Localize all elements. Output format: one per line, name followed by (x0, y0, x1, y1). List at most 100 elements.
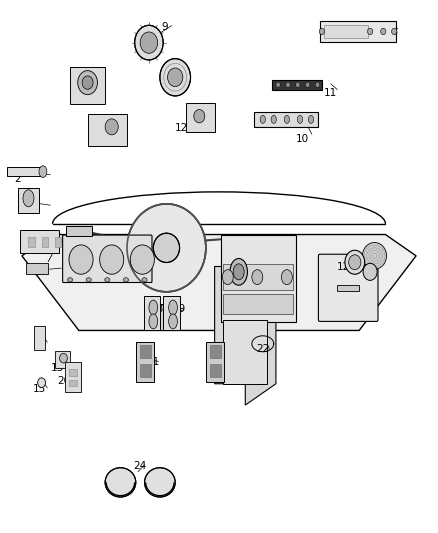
Text: 19: 19 (173, 304, 186, 314)
Ellipse shape (260, 116, 265, 124)
Ellipse shape (223, 270, 233, 285)
Bar (7, 167, 44, 176)
Text: 5: 5 (78, 91, 85, 101)
Bar (320, 21, 396, 42)
Text: 11: 11 (324, 88, 337, 98)
Polygon shape (22, 235, 416, 330)
Text: 14: 14 (33, 339, 46, 349)
Bar (55, 351, 70, 368)
Text: 18: 18 (151, 304, 164, 314)
Ellipse shape (315, 82, 320, 87)
Bar (26, 263, 48, 274)
Bar (221, 235, 296, 322)
Ellipse shape (276, 82, 280, 87)
Ellipse shape (105, 468, 136, 497)
Ellipse shape (69, 245, 93, 274)
Bar (65, 362, 81, 392)
Ellipse shape (168, 68, 183, 86)
Text: 20: 20 (57, 376, 70, 386)
Ellipse shape (230, 259, 247, 285)
Ellipse shape (153, 233, 180, 263)
Ellipse shape (127, 204, 206, 292)
Ellipse shape (145, 468, 175, 497)
Ellipse shape (23, 190, 34, 207)
Ellipse shape (363, 263, 377, 280)
Bar (324, 25, 368, 38)
Text: 22: 22 (256, 344, 269, 354)
Text: 9: 9 (161, 22, 168, 31)
Text: 17: 17 (35, 267, 48, 277)
Ellipse shape (367, 28, 373, 35)
Bar (163, 296, 180, 330)
Bar (223, 264, 293, 290)
Polygon shape (215, 266, 276, 405)
Ellipse shape (131, 245, 154, 274)
Bar (136, 342, 154, 382)
Bar (272, 80, 322, 90)
Ellipse shape (105, 278, 110, 282)
Bar (70, 67, 105, 104)
Bar (140, 345, 151, 358)
Ellipse shape (160, 59, 191, 96)
Ellipse shape (124, 278, 129, 282)
Ellipse shape (169, 314, 177, 329)
Bar (18, 188, 39, 213)
Bar (254, 112, 318, 127)
Ellipse shape (284, 116, 290, 124)
Bar (66, 226, 92, 236)
Text: 8: 8 (163, 80, 170, 90)
FancyBboxPatch shape (63, 235, 152, 282)
Ellipse shape (194, 109, 205, 123)
Bar (223, 294, 293, 314)
Bar (337, 285, 359, 291)
Ellipse shape (135, 25, 163, 60)
Ellipse shape (86, 278, 92, 282)
Bar (69, 369, 77, 376)
Ellipse shape (142, 278, 147, 282)
Text: 1: 1 (21, 200, 28, 210)
Ellipse shape (140, 32, 158, 53)
Bar (223, 320, 267, 384)
Ellipse shape (319, 28, 325, 35)
Ellipse shape (297, 116, 303, 124)
Ellipse shape (252, 270, 263, 285)
Ellipse shape (271, 116, 276, 124)
FancyBboxPatch shape (318, 254, 378, 321)
Ellipse shape (38, 378, 46, 387)
Text: 2: 2 (14, 174, 21, 183)
Bar (210, 345, 221, 358)
Text: 10: 10 (296, 134, 309, 143)
Text: 15: 15 (33, 384, 46, 394)
Ellipse shape (308, 116, 314, 124)
Ellipse shape (305, 82, 310, 87)
Ellipse shape (99, 245, 124, 274)
Ellipse shape (60, 353, 67, 363)
Ellipse shape (39, 166, 47, 177)
Ellipse shape (149, 300, 158, 315)
Bar (140, 364, 151, 377)
Bar (69, 380, 77, 386)
Bar (206, 342, 224, 382)
Ellipse shape (67, 278, 73, 282)
Text: 6: 6 (191, 123, 198, 133)
Ellipse shape (233, 264, 244, 280)
Ellipse shape (296, 82, 300, 87)
Ellipse shape (78, 70, 97, 95)
Ellipse shape (82, 76, 93, 90)
Bar (155, 304, 177, 330)
Ellipse shape (345, 250, 364, 274)
Ellipse shape (362, 243, 387, 269)
Bar (55, 237, 61, 247)
Bar (28, 237, 35, 247)
Bar (210, 364, 221, 377)
Ellipse shape (392, 28, 397, 35)
Text: 12: 12 (175, 123, 188, 133)
Text: 13: 13 (50, 363, 64, 373)
Bar (144, 296, 160, 330)
Text: 24: 24 (134, 462, 147, 471)
Text: 3: 3 (91, 134, 98, 143)
Bar (42, 237, 48, 247)
Ellipse shape (349, 255, 361, 270)
Text: 12: 12 (337, 262, 350, 271)
Bar (186, 103, 215, 132)
